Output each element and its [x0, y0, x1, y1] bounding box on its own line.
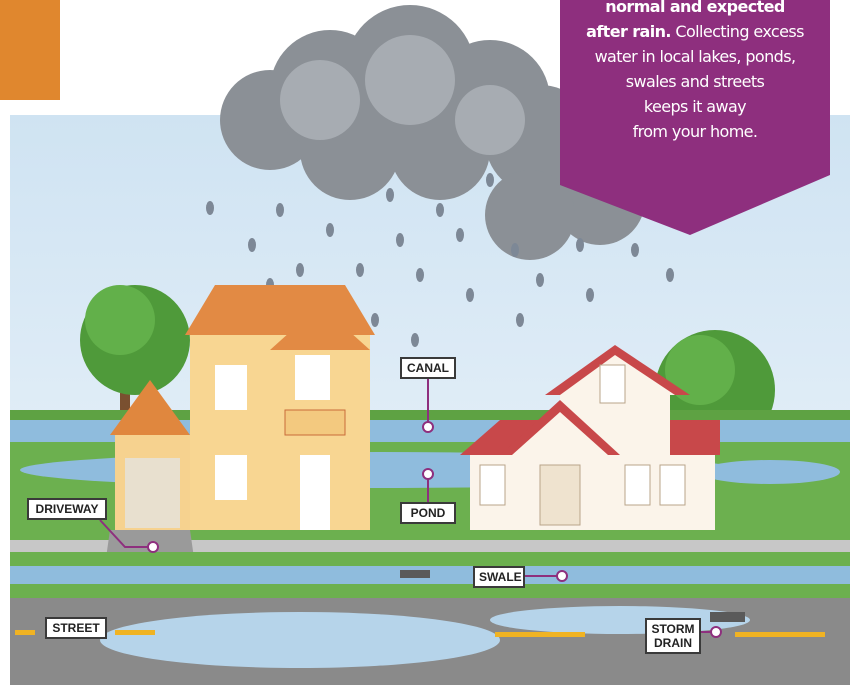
callout-text: Collecting excess — [675, 22, 803, 41]
label: CANAL — [400, 357, 456, 379]
callout-line: from your home. — [560, 119, 830, 144]
label: SWALE — [473, 566, 525, 588]
callout-bold: after rain. — [586, 22, 671, 41]
callout-text: from your home. — [633, 122, 758, 141]
callout-line: normal and expected — [560, 0, 830, 19]
callout: normal and expected after rain. Collectin… — [560, 0, 830, 144]
orange-tab — [0, 0, 60, 100]
storm-drain — [710, 612, 745, 622]
label: DRIVEWAY — [27, 498, 107, 520]
callout-line: after rain. Collecting excess — [560, 19, 830, 44]
callout-text: water in local lakes, ponds, — [595, 47, 796, 66]
callout-line: water in local lakes, ponds, — [560, 44, 830, 69]
label: POND — [400, 502, 456, 524]
label: STREET — [45, 617, 107, 639]
label: STORM DRAIN — [645, 618, 701, 654]
callout-bold: normal and expected — [605, 0, 785, 16]
callout-line: keeps it away — [560, 94, 830, 119]
puddle — [100, 612, 500, 668]
swale-drain — [400, 570, 430, 578]
callout-line: swales and streets — [560, 69, 830, 94]
page: normal and expected after rain. Collectin… — [0, 0, 862, 694]
callout-text: keeps it away — [644, 97, 746, 116]
callout-text: swales and streets — [626, 72, 764, 91]
